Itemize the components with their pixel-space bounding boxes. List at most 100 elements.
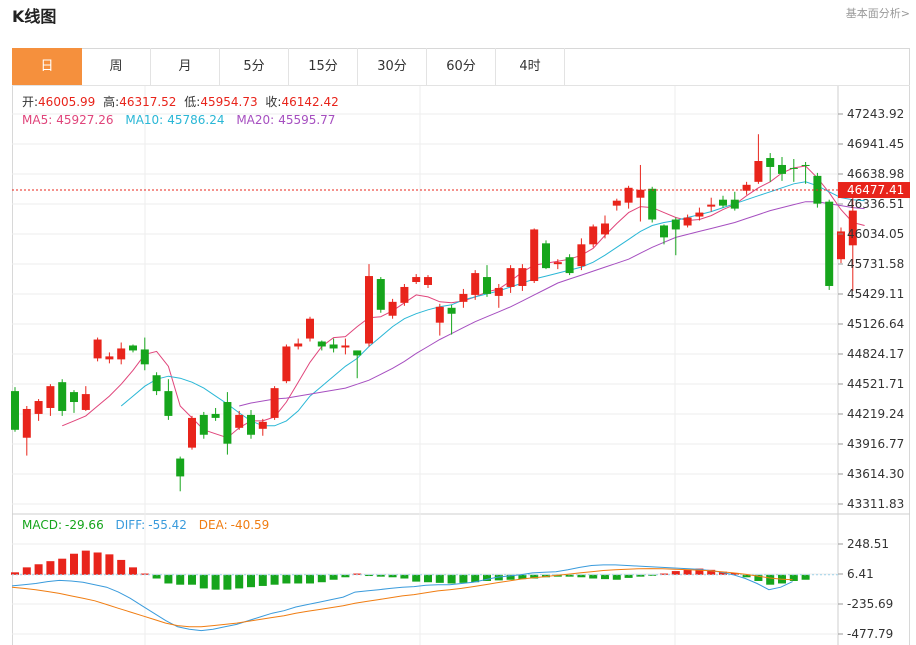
candle-body xyxy=(789,167,798,169)
macd-bar xyxy=(435,574,444,583)
macd-bar xyxy=(447,574,456,584)
macd-bar xyxy=(589,574,598,579)
candle-body xyxy=(648,188,657,220)
candle-body xyxy=(400,286,409,303)
candle-body xyxy=(388,301,397,316)
candle-body xyxy=(235,414,244,428)
candle-body xyxy=(294,343,303,347)
macd-value: -29.66 xyxy=(65,518,104,532)
candle-body xyxy=(553,262,562,265)
macd-bar xyxy=(188,574,196,585)
macd-bar xyxy=(801,574,810,580)
current-price-marker: 46477.41 xyxy=(12,182,910,199)
tab-30min[interactable]: 30分 xyxy=(358,48,427,85)
ma10-line xyxy=(120,181,865,427)
page-title: K线图 xyxy=(12,7,57,26)
macd-bar xyxy=(353,573,362,575)
macd-bar xyxy=(660,573,668,575)
ma5-value: 45927.26 xyxy=(56,113,113,127)
macd-bar xyxy=(129,567,137,575)
ohlc-readout: 开:46005.99 高:46317.52 低:45954.73 收:46142… xyxy=(22,94,339,109)
ma10-value: 45786.24 xyxy=(167,113,224,127)
candle-body xyxy=(471,273,480,295)
tab-5min[interactable]: 5分 xyxy=(220,48,289,85)
open-value: 46005.99 xyxy=(38,95,95,109)
price-axis: 47243.92 46941.45 46638.98 46336.51 46034.05… xyxy=(838,107,904,511)
tab-15min[interactable]: 15分 xyxy=(289,48,358,85)
candle-body xyxy=(848,210,857,246)
price-tick-label: 46336.51 xyxy=(847,197,904,211)
dea-label: DEA: xyxy=(199,518,228,532)
macd-bar xyxy=(11,572,19,575)
macd-bar xyxy=(176,574,185,585)
candle-body xyxy=(742,184,751,191)
tab-day[interactable]: 日 xyxy=(12,48,82,85)
candle-body xyxy=(11,391,19,430)
macd-histogram xyxy=(11,550,838,590)
candle-body xyxy=(601,223,609,235)
chart-grid xyxy=(12,86,910,645)
price-tick-label: 46034.05 xyxy=(847,227,904,241)
macd-bar xyxy=(105,554,114,575)
candle-body xyxy=(176,458,185,477)
current-price-label: 46477.41 xyxy=(847,183,904,197)
price-tick-label: 45731.58 xyxy=(847,257,904,271)
candle-body xyxy=(105,356,114,360)
candle-body xyxy=(223,402,232,444)
ma20-label: MA20: xyxy=(236,113,274,127)
macd-bar xyxy=(400,574,409,579)
candle-body xyxy=(117,348,126,360)
macd-bar xyxy=(117,559,126,575)
diff-label: DIFF: xyxy=(116,518,146,532)
close-label: 收: xyxy=(265,95,281,109)
candle-body xyxy=(612,200,621,206)
macd-bar xyxy=(730,572,739,575)
candle-body xyxy=(22,408,31,438)
macd-tick-label: -235.69 xyxy=(847,597,893,611)
macd-bar xyxy=(577,574,586,578)
macd-bar xyxy=(612,574,621,580)
macd-axis: 248.51 6.41 -235.69 -477.79 xyxy=(838,537,893,641)
candle-body xyxy=(494,287,503,296)
tab-divider xyxy=(12,85,910,86)
candle-body xyxy=(211,413,220,418)
price-tick-label: 44219.24 xyxy=(847,407,904,421)
diff-line xyxy=(11,564,793,632)
macd-bar xyxy=(506,574,515,580)
candle-body xyxy=(247,414,255,435)
candle-body xyxy=(376,279,385,310)
macd-label: MACD: xyxy=(22,518,62,532)
macd-bar xyxy=(341,574,350,578)
candle-body xyxy=(412,277,421,283)
macd-bar xyxy=(754,574,763,581)
candle-body xyxy=(778,164,786,174)
macd-bar xyxy=(235,574,244,589)
macd-bar xyxy=(211,574,220,590)
price-tick-label: 43916.77 xyxy=(847,437,904,451)
close-value: 46142.42 xyxy=(281,95,338,109)
macd-bar xyxy=(412,574,421,582)
diff-value: -55.42 xyxy=(148,518,187,532)
open-label: 开: xyxy=(22,95,38,109)
candle-body xyxy=(46,386,55,408)
tab-month[interactable]: 月 xyxy=(151,48,220,85)
candle-body xyxy=(837,231,845,260)
tab-4hour[interactable]: 4时 xyxy=(496,48,565,85)
macd-bar xyxy=(388,574,397,578)
candle-body xyxy=(719,199,727,206)
candle-body xyxy=(530,229,539,282)
macd-bar xyxy=(258,574,267,586)
candle-body xyxy=(129,345,137,351)
price-tick-label: 46638.98 xyxy=(847,167,904,181)
macd-readout: MACD: -29.66 DIFF: -55.42 DEA: -40.59 xyxy=(22,518,269,532)
ma20-line xyxy=(239,201,865,407)
candle-body xyxy=(589,226,598,245)
candle-body xyxy=(199,414,208,435)
tab-week[interactable]: 周 xyxy=(82,48,151,85)
macd-bar xyxy=(294,574,303,584)
fundamental-analysis-link[interactable]: 基本面分析> xyxy=(845,7,910,20)
tab-60min[interactable]: 60分 xyxy=(427,48,496,85)
candle-body xyxy=(341,345,350,348)
candle-body xyxy=(140,349,149,365)
